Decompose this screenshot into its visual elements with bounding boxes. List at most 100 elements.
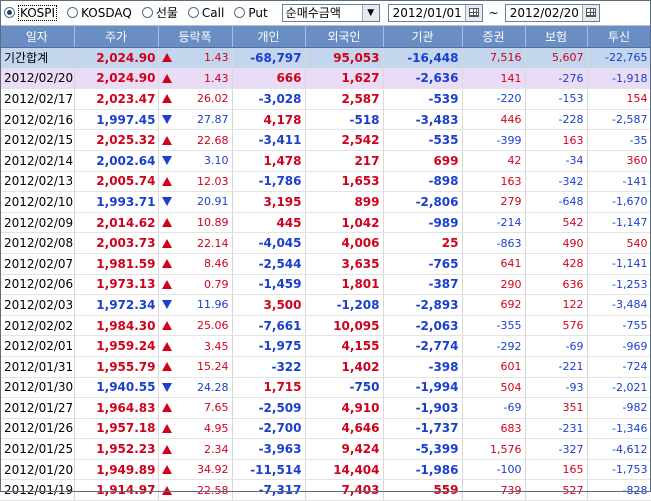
column-header-change[interactable]: 등락폭	[158, 26, 233, 48]
cell-institution: 25	[383, 232, 463, 254]
calendar-icon[interactable]	[464, 4, 482, 21]
cell-change: 27.87	[158, 109, 233, 131]
table-row[interactable]: 2012/02/03 1,972.34 11.96 3,500 -1,208 -2,893…	[0, 294, 651, 316]
cell-change: 12.03	[158, 171, 233, 193]
cell-date: 2012/02/10	[0, 191, 75, 213]
cell-institution: -2,636	[383, 68, 463, 90]
cell-price: 2,014.62	[74, 212, 159, 234]
cell-insurance: 5,607	[525, 47, 588, 69]
cell-individual: -7,317	[232, 479, 306, 501]
cell-insurance: -342	[525, 171, 588, 193]
cell-price: 1,984.30	[74, 315, 159, 337]
cell-date: 2012/02/07	[0, 253, 75, 275]
table-row[interactable]: 2012/02/15 2,025.32 22.68 -3,411 2,542 -535 -3…	[0, 129, 651, 151]
cell-price: 1,949.89	[74, 459, 159, 481]
column-header-insurance[interactable]: 보험	[525, 26, 588, 48]
cell-securities: 7,516	[462, 47, 526, 69]
table-row[interactable]: 2012/01/19 1,914.97 22.58 -7,317 7,403 559 739…	[0, 479, 651, 501]
cell-institution: -1,737	[383, 418, 463, 440]
cell-individual: -68,797	[232, 47, 306, 69]
cell-foreign: 9,424	[305, 438, 384, 460]
table-row[interactable]: 2012/01/30 1,940.55 24.28 1,715 -750 -1,994 50…	[0, 377, 651, 399]
cell-price: 1,997.45	[74, 109, 159, 131]
cell-securities: -220	[462, 88, 526, 110]
cell-institution: -387	[383, 274, 463, 296]
market-radio-futures[interactable]: 선물	[141, 4, 178, 21]
triangle-up-icon	[161, 403, 172, 413]
column-header-date[interactable]: 일자	[0, 26, 75, 48]
table-row[interactable]: 2012/02/09 2,014.62 10.89 445 1,042 -989 -214 5…	[0, 212, 651, 234]
cell-date: 2012/02/03	[0, 294, 75, 316]
cell-trust: 360	[587, 150, 651, 172]
cell-trust: -1,753	[587, 459, 651, 481]
column-header-foreign[interactable]: 외국인	[305, 26, 384, 48]
column-header-institution[interactable]: 기관	[383, 26, 463, 48]
cell-trust: -724	[587, 356, 651, 378]
table-row[interactable]: 2012/02/08 2,003.73 22.14 -4,045 4,006 25 -863…	[0, 232, 651, 254]
triangle-up-icon	[161, 321, 172, 331]
table-row[interactable]: 2012/02/14 2,002.64 3.10 1,478 217 699 42 -34 36…	[0, 150, 651, 172]
cell-date: 2012/01/31	[0, 356, 75, 378]
table-row[interactable]: 2012/02/20 2,024.90 1.43 666 1,627 -2,636 141-…	[0, 68, 651, 90]
cell-price: 2,002.64	[74, 150, 159, 172]
cell-securities: -399	[462, 129, 526, 151]
market-radio-call[interactable]: Call	[187, 6, 224, 20]
chevron-down-icon[interactable]: ▼	[361, 4, 379, 21]
column-header-price[interactable]: 주가	[74, 26, 159, 48]
triangle-down-icon	[161, 197, 172, 207]
cell-trust: -1,147	[587, 212, 651, 234]
cell-date: 2012/02/16	[0, 109, 75, 131]
cell-securities: -69	[462, 397, 526, 419]
cell-institution: -2,893	[383, 294, 463, 316]
table-row[interactable]: 기간합계 2,024.90 1.43 -68,797 95,053 -16,448 7,51…	[0, 47, 651, 69]
table-row[interactable]: 2012/01/31 1,955.79 15.24 -322 1,402 -398 601-…	[0, 356, 651, 378]
table-row[interactable]: 2012/02/17 2,023.47 26.02 -3,028 2,587 -539 -2…	[0, 88, 651, 110]
table-row[interactable]: 2012/02/16 1,997.45 27.87 4,178 -518 -3,483 44…	[0, 109, 651, 131]
cell-foreign: 1,801	[305, 274, 384, 296]
table-row[interactable]: 2012/02/06 1,973.13 0.79 -1,459 1,801 -387 290…	[0, 274, 651, 296]
cell-trust: 154	[587, 88, 651, 110]
market-radio-kosdaq[interactable]: KOSDAQ	[67, 6, 132, 20]
date-from-field[interactable]: 2012/01/01	[387, 3, 483, 22]
table-row[interactable]: 2012/01/27 1,964.83 7.65 -2,509 4,910 -1,903-…	[0, 397, 651, 419]
cell-individual: -2,700	[232, 418, 306, 440]
market-radio-put[interactable]: Put	[234, 6, 268, 20]
calendar-icon[interactable]	[581, 4, 599, 21]
table-body: 기간합계 2,024.90 1.43 -68,797 95,053 -16,448 7,51…	[0, 47, 651, 501]
cell-trust: -2,587	[587, 109, 651, 131]
triangle-up-icon	[161, 53, 172, 63]
cell-trust: -755	[587, 315, 651, 337]
table-row[interactable]: 2012/01/26 1,957.18 4.95 -2,700 4,646 -1,737 6…	[0, 418, 651, 440]
table-row[interactable]: 2012/02/10 1,993.71 20.91 3,195 899 -2,806 279…	[0, 191, 651, 213]
cell-date: 2012/02/01	[0, 335, 75, 357]
table-row[interactable]: 2012/01/25 1,952.23 2.34 -3,963 9,424 -5,399 1…	[0, 438, 651, 460]
change-value: 22.58	[197, 483, 229, 497]
cell-change: 8.46	[158, 253, 233, 275]
date-from-value: 2012/01/01	[392, 5, 462, 20]
cell-date: 2012/02/09	[0, 212, 75, 234]
cell-securities: 141	[462, 68, 526, 90]
date-to-field[interactable]: 2012/02/20	[504, 3, 600, 22]
column-header-individual[interactable]: 개인	[232, 26, 306, 48]
cell-foreign: 2,587	[305, 88, 384, 110]
market-radio-kospi[interactable]: KOSPI	[4, 4, 58, 21]
table-row[interactable]: 2012/02/01 1,959.24 3.45 -1,975 4,155 -2,774-…	[0, 335, 651, 357]
cell-date: 2012/02/13	[0, 171, 75, 193]
table-row[interactable]: 2012/02/07 1,981.59 8.46 -2,544 3,635 -765 641…	[0, 253, 651, 275]
table-row[interactable]: 2012/01/20 1,949.89 34.92 -11,514 14,404 -1,9…	[0, 459, 651, 481]
cell-individual: -2,544	[232, 253, 306, 275]
cell-securities: 641	[462, 253, 526, 275]
column-header-trust[interactable]: 투신	[587, 26, 651, 48]
cell-individual: 666	[232, 68, 306, 90]
change-value: 11.96	[197, 298, 229, 312]
table-row[interactable]: 2012/02/13 2,005.74 12.03 -1,786 1,653 -898 16…	[0, 171, 651, 193]
cell-trust: -1,918	[587, 68, 651, 90]
cell-foreign: -1,208	[305, 294, 384, 316]
measure-select[interactable]: 순매수금액 ▼	[281, 3, 380, 22]
table-row[interactable]: 2012/02/02 1,984.30 25.06 -7,661 10,095 -2,06…	[0, 315, 651, 337]
cell-foreign: 217	[305, 150, 384, 172]
cell-trust: -1,670	[587, 191, 651, 213]
cell-institution: -2,774	[383, 335, 463, 357]
column-header-securities[interactable]: 증권	[462, 26, 526, 48]
cell-trust: -1,346	[587, 418, 651, 440]
